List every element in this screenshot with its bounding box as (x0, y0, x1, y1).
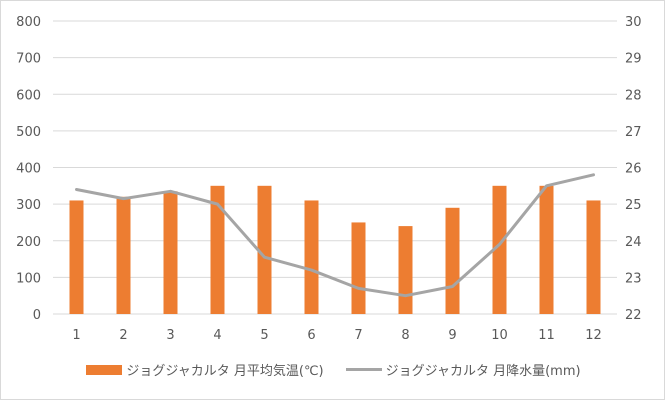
bar (351, 222, 366, 314)
y-axis-tick-label: 600 (16, 88, 41, 103)
legend-bar-label: ジョグジャカルタ 月平均気温(℃) (126, 364, 324, 379)
x-axis-tick-label: 11 (538, 328, 555, 343)
y2-axis-tick-label: 30 (625, 15, 642, 30)
x-axis-tick-label: 8 (401, 328, 409, 343)
y2-axis-tick-label: 27 (625, 125, 642, 140)
y-axis-tick-label: 300 (16, 198, 41, 213)
y-axis-tick-label: 0 (33, 308, 41, 323)
x-axis-tick-label: 5 (260, 328, 268, 343)
legend-line-swatch (345, 368, 382, 371)
legend-line-label: ジョグジャカルタ 月降水量(mm) (385, 364, 581, 379)
bar (492, 185, 507, 314)
x-axis-tick-label: 6 (307, 328, 315, 343)
x-axis-tick-label: 1 (72, 328, 80, 343)
y-axis-tick-label: 500 (16, 125, 41, 140)
y-axis-tick-label: 700 (16, 52, 41, 67)
y2-axis-tick-label: 28 (625, 88, 642, 103)
legend-item-temperature: ジョグジャカルタ 月平均気温(℃) (86, 360, 324, 379)
line-series (75, 173, 595, 298)
legend-item-precipitation: ジョグジャカルタ 月降水量(mm) (345, 360, 581, 379)
y2-axis-tick-label: 23 (625, 271, 642, 286)
legend: ジョグジャカルタ 月平均気温(℃) ジョグジャカルタ 月降水量(mm) (1, 360, 665, 379)
y2-axis-tick-label: 24 (625, 235, 642, 250)
bar (257, 185, 272, 314)
bar (304, 200, 319, 314)
bar (445, 207, 460, 314)
x-axis-tick-label: 4 (213, 328, 221, 343)
bar (69, 200, 84, 314)
y-axis-tick-label: 800 (16, 15, 41, 30)
bar (586, 200, 601, 314)
bar (210, 185, 225, 314)
y-axis-tick-label: 200 (16, 235, 41, 250)
x-axis-tick-label: 2 (119, 328, 127, 343)
y-axis-tick-label: 100 (16, 271, 41, 286)
bar (116, 196, 131, 314)
y2-axis-tick-label: 22 (625, 308, 642, 323)
y2-axis-tick-label: 29 (625, 52, 642, 67)
y2-axis-tick-label: 25 (625, 198, 642, 213)
y2-axis-tick-label: 26 (625, 162, 642, 177)
x-axis-tick-label: 7 (354, 328, 362, 343)
y-axis-tick-label: 400 (16, 162, 41, 177)
bar (398, 226, 413, 314)
bar (539, 185, 554, 314)
bar (163, 191, 178, 314)
x-axis-tick-label: 9 (448, 328, 456, 343)
legend-bar-swatch (86, 364, 123, 375)
x-axis-tick-label: 10 (491, 328, 508, 343)
x-axis-tick-label: 3 (166, 328, 174, 343)
x-axis-tick-label: 12 (585, 328, 602, 343)
